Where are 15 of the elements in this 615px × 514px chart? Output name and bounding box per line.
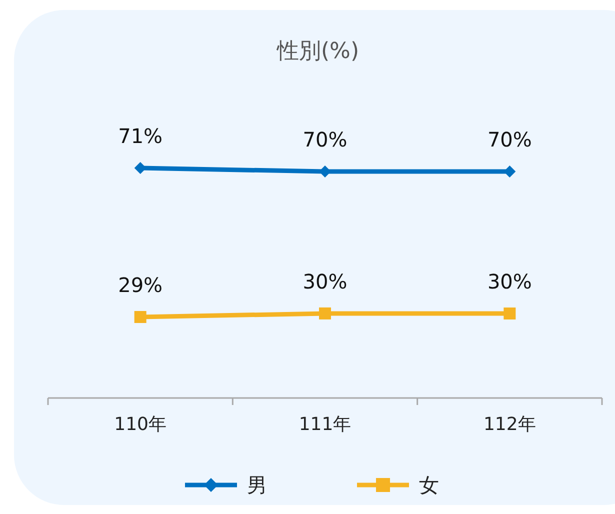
x-tick-label: 112年 <box>483 414 536 435</box>
point <box>134 311 146 323</box>
data-label: 70% <box>302 128 348 152</box>
data-label: 71% <box>118 124 163 148</box>
x-tick-label: 111年 <box>298 414 352 435</box>
x-tick-label: 110年 <box>114 414 167 435</box>
data-label: 30% <box>487 269 532 294</box>
legend-label: 女 <box>419 473 439 497</box>
data-label: 70% <box>487 128 532 152</box>
chart-title: 性別(%) <box>276 39 360 64</box>
legend-label: 男 <box>247 473 267 497</box>
data-label: 30% <box>302 269 348 294</box>
point <box>319 307 331 320</box>
data-label: 29% <box>118 273 163 297</box>
point <box>504 307 516 320</box>
